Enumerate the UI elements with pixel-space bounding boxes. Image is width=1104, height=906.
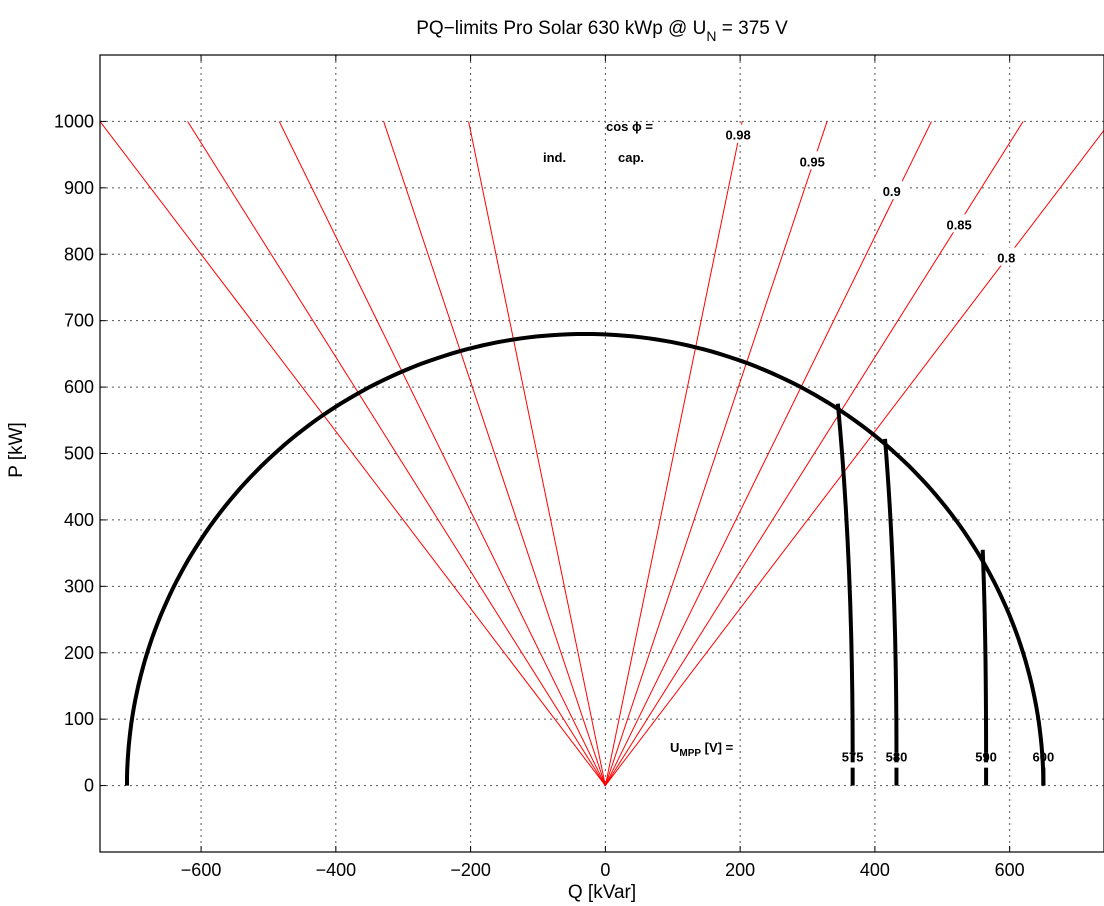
cap-annotation: cap.	[618, 150, 644, 165]
limit-curves	[125, 332, 1046, 786]
y-tick-label: 900	[64, 178, 94, 198]
umpp-label: 575	[842, 749, 864, 764]
umpp-limit-curve	[883, 438, 899, 753]
cos-phi-label: 0.8	[997, 251, 1015, 266]
umpp-label: 600	[1033, 749, 1055, 764]
cos-phi-label: 0.98	[725, 128, 750, 143]
cos-phi-line	[604, 121, 743, 786]
y-tick-label: 100	[64, 709, 94, 729]
cos-phi-line	[604, 129, 1104, 786]
cos-phi-label-bg	[941, 214, 978, 233]
y-tick-label: 300	[64, 576, 94, 596]
cos-phi-label-bg	[794, 151, 831, 170]
x-tick-label: −600	[181, 860, 222, 880]
umpp-limit-curve	[980, 549, 989, 753]
ind-annotation: ind.	[543, 150, 566, 165]
y-tick-label: 800	[64, 244, 94, 264]
y-axis-label: P [kW]	[6, 422, 27, 478]
x-tick-label: 600	[995, 860, 1025, 880]
umpp-label: 590	[975, 749, 997, 764]
cos-phi-line	[383, 121, 606, 786]
y-tick-label: 400	[64, 510, 94, 530]
cos-phi-line	[187, 121, 606, 786]
x-tick-label: 0	[600, 860, 610, 880]
cos-phi-line	[278, 121, 606, 786]
x-tick-label: −400	[316, 860, 357, 880]
axis-ticks: −600 −400 −200 0 200 400 600 0 100 200 300 400 500 60…	[54, 55, 1025, 880]
cos-phi-label-bg	[873, 181, 910, 200]
cos-phi-line	[468, 121, 606, 786]
y-tick-label: 600	[64, 377, 94, 397]
cos-phi-line	[604, 121, 828, 786]
cos-phi-label: 0.85	[946, 217, 971, 232]
y-tick-label: 200	[64, 643, 94, 663]
cos-phi-label: 0.9	[883, 184, 901, 199]
y-tick-label: 0	[84, 776, 94, 796]
umpp-tail: [V] =	[701, 740, 734, 755]
y-tick-label: 1000	[54, 111, 94, 131]
chart-title-subscript: N	[706, 28, 716, 44]
umpp-subscript: MPP	[679, 748, 701, 759]
umpp-label: 580	[886, 749, 908, 764]
umpp-main: U	[670, 740, 679, 755]
cos-phi-label-bg	[720, 124, 757, 143]
chart-title-main: PQ−limits Pro Solar 630 kWp @ U	[416, 18, 706, 39]
umpp-annotation: UMPP [V] =	[670, 740, 734, 759]
cos-phi-line	[100, 121, 606, 786]
y-tick-label: 500	[64, 444, 94, 464]
umpp-limit-curve	[835, 403, 855, 753]
cos-phi-line	[604, 121, 932, 786]
curve-labels: 575 580 590 600 0.98 0.95 0.9 0.85 0.8	[720, 124, 1055, 764]
x-axis-label: Q [kVar]	[568, 882, 636, 903]
x-tick-label: 400	[860, 860, 890, 880]
y-tick-label: 700	[64, 311, 94, 331]
cos-phi-lines	[100, 121, 1104, 786]
cos-phi-label: 0.95	[800, 154, 825, 169]
chart-title: PQ−limits Pro Solar 630 kWp @ UN = 375 V	[416, 18, 788, 44]
chart-title-tail: = 375 V	[716, 18, 788, 39]
cos-phi-annotation: cos ϕ =	[606, 119, 653, 134]
cos-phi-label-bg	[988, 247, 1025, 266]
x-tick-label: −200	[450, 860, 491, 880]
x-tick-label: 200	[725, 860, 755, 880]
